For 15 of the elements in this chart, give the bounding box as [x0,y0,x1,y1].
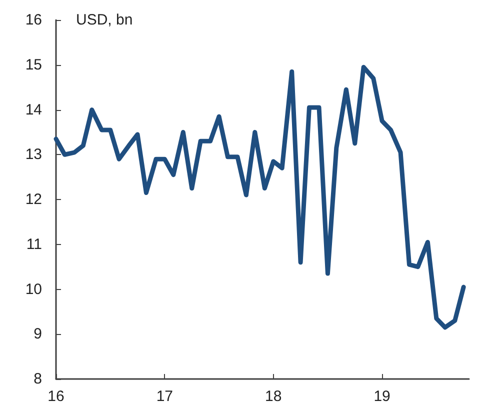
y-tick-label: 10 [25,280,42,298]
x-tick-label: 16 [48,388,64,405]
y-tick-label: 12 [25,191,42,208]
y-tick-label: 9 [34,326,42,343]
x-tick-label: 18 [265,388,282,405]
y-tick-label: 11 [26,236,42,253]
x-tick-label: 17 [156,388,174,405]
y-axis-title: USD, bn [76,12,133,28]
y-tick-label: 14 [25,101,42,118]
y-tick-label: 15 [25,56,42,74]
x-tick-label: 19 [374,388,390,405]
y-tick-label: 8 [34,370,42,388]
y-tick-label: 13 [25,146,42,164]
line-series [54,64,466,330]
y-tick-label: 16 [25,12,42,28]
